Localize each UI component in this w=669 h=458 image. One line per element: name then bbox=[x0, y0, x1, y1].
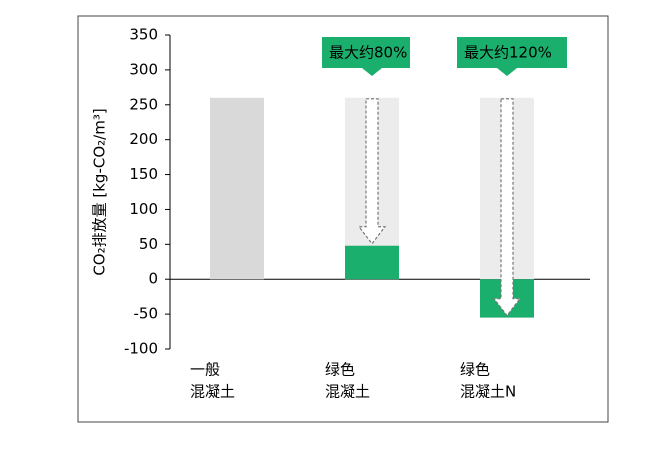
y-tick-label: 0 bbox=[148, 270, 158, 288]
annotation: 最大约80% bbox=[329, 44, 407, 62]
y-tick-label: 50 bbox=[139, 235, 158, 253]
arrow bbox=[492, 98, 522, 317]
x-tick-label: 绿色 bbox=[460, 361, 490, 379]
annotation-box bbox=[457, 37, 567, 68]
y-tick-label: 100 bbox=[129, 200, 158, 218]
annotation: 最大约120% bbox=[464, 44, 552, 62]
y-tick-label: 150 bbox=[129, 165, 158, 183]
bar bbox=[210, 97, 264, 280]
bar bbox=[345, 245, 399, 280]
y-tick-label: 250 bbox=[129, 95, 158, 113]
y-tick-label: -100 bbox=[124, 340, 158, 358]
y-tick-label: 300 bbox=[129, 60, 158, 78]
x-tick-label: 绿色 bbox=[325, 361, 355, 379]
annotation-box bbox=[322, 37, 410, 68]
y-axis-label: CO₂排放量 [kg-CO₂/m³] bbox=[91, 108, 109, 275]
y-tick-label: 200 bbox=[129, 130, 158, 148]
annotation-pointer bbox=[497, 68, 517, 76]
arrow bbox=[357, 98, 387, 245]
x-tick-label: 混凝土N bbox=[460, 383, 516, 401]
annotation-pointer bbox=[362, 68, 382, 76]
x-tick-label: 一般 bbox=[190, 361, 220, 379]
y-tick-label: 350 bbox=[129, 26, 158, 44]
x-tick-label: 混凝土 bbox=[325, 383, 370, 401]
x-tick-label: 混凝土 bbox=[190, 383, 235, 401]
y-tick-label: -50 bbox=[134, 305, 159, 323]
